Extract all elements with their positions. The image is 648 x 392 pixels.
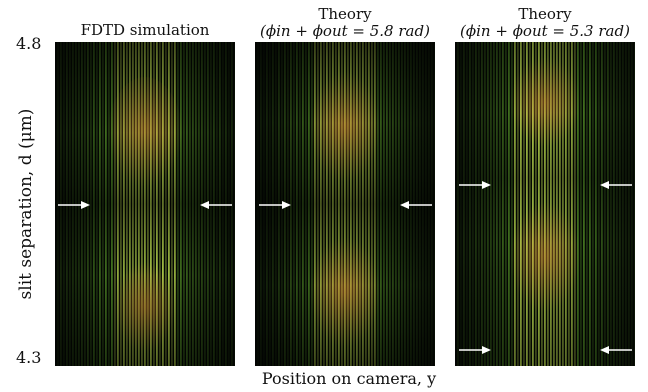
- panel-title-theory-58-line1: Theory: [318, 5, 372, 23]
- panel-title-theory-53-line2: (ϕin + ϕout = 5.3 rad): [460, 22, 630, 40]
- arrow-right-theory-53-lower: [459, 345, 491, 355]
- panel-title-theory-53: Theory (ϕin + ϕout = 5.3 rad): [460, 6, 630, 40]
- fringe-image-theory-53: [455, 42, 635, 366]
- y-axis-label: slit separation, d (μm): [16, 108, 36, 300]
- arrow-left-fdtd: [200, 200, 232, 210]
- arrow-left-theory-58: [400, 200, 432, 210]
- panel-title-fdtd-text: FDTD simulation: [80, 21, 210, 39]
- y-tick-bottom: 4.3: [16, 348, 42, 367]
- panel-title-theory-58-line2: (ϕin + ϕout = 5.8 rad): [260, 22, 430, 40]
- x-axis-label: Position on camera, y: [261, 369, 437, 388]
- fringe-panel-theory-53: [455, 42, 635, 366]
- arrow-right-theory-58: [259, 200, 291, 210]
- panel-title-theory-58: Theory (ϕin + ϕout = 5.8 rad): [260, 6, 430, 40]
- panel-title-theory-53-line1: Theory: [518, 5, 572, 23]
- arrow-left-theory-53-upper: [600, 180, 632, 190]
- arrow-right-fdtd: [58, 200, 90, 210]
- panel-title-fdtd: FDTD simulation: [81, 22, 210, 39]
- arrow-right-theory-53-upper: [459, 180, 491, 190]
- arrow-left-theory-53-lower: [600, 345, 632, 355]
- y-tick-top: 4.8: [16, 34, 42, 53]
